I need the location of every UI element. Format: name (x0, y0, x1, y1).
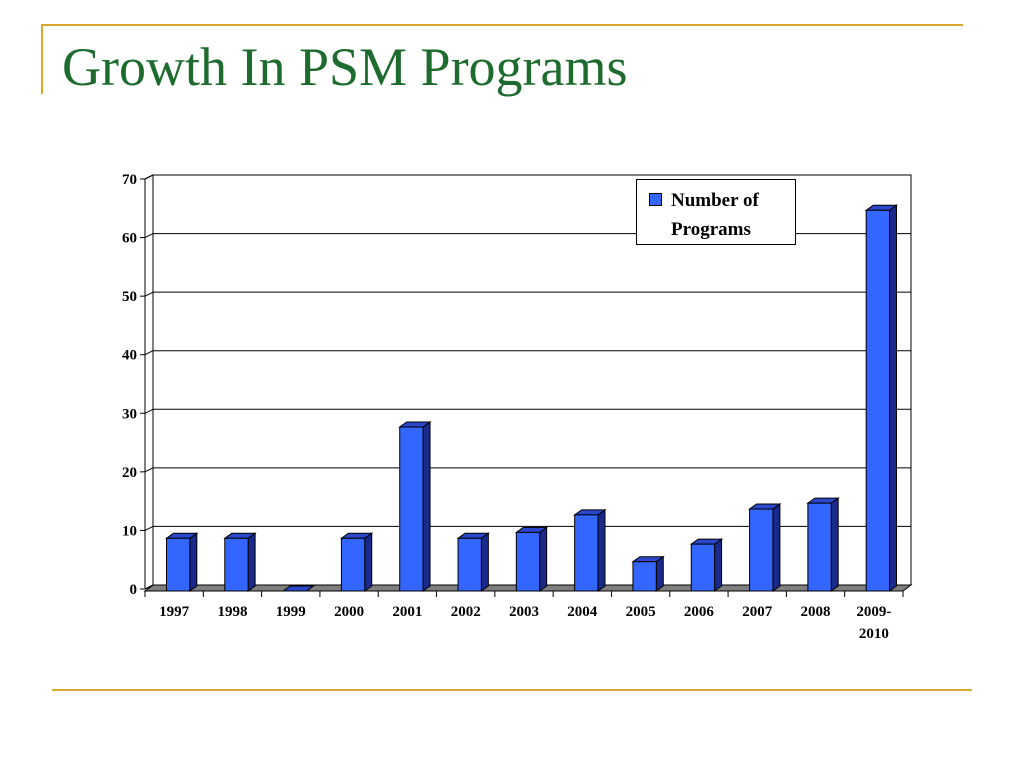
gridline-depth (144, 408, 154, 414)
bar (399, 426, 424, 592)
y-tick-label: 60 (122, 231, 137, 247)
gridline-depth (144, 233, 154, 239)
x-tick-label: 1999 (276, 604, 306, 620)
gridline-depth (144, 350, 154, 356)
bar-side (480, 532, 489, 592)
bar-side (655, 555, 664, 592)
plot-area (152, 174, 912, 586)
x-tick-label: 2005 (626, 604, 656, 620)
bar-side (597, 508, 606, 592)
x-tick-label: 2008 (801, 604, 831, 620)
gridline-depth (144, 291, 154, 297)
left-accent-rule (41, 24, 43, 94)
bar-side (714, 538, 723, 592)
x-tick-label: 2002 (451, 604, 481, 620)
bar-side (422, 421, 431, 592)
bar-side (189, 532, 198, 592)
legend-swatch (649, 193, 662, 206)
bar (340, 537, 366, 592)
bar (632, 561, 657, 592)
x-tick-label: 1998 (217, 604, 247, 620)
bar (690, 543, 716, 592)
x-tick-label: 2004 (567, 604, 598, 620)
y-tick-label: 70 (122, 172, 137, 188)
legend-label: Number of Programs (671, 190, 759, 240)
x-tick-label: 2010 (859, 626, 889, 642)
x-tick-label: 2007 (742, 604, 773, 620)
bar-side (830, 497, 839, 592)
bar-top (281, 585, 315, 592)
y-tick-label: 30 (122, 406, 137, 422)
bar-side (772, 503, 781, 592)
x-tick-label: 1997 (159, 604, 190, 620)
bar-side (889, 204, 898, 592)
x-tick-label: 2003 (509, 604, 539, 620)
slide-title: Growth In PSM Programs (62, 37, 628, 97)
bar (224, 537, 249, 592)
bar (574, 514, 599, 592)
y-tick-label: 50 (122, 289, 137, 305)
x-tick-label: 2001 (392, 604, 422, 620)
bar (515, 531, 541, 592)
top-accent-rule (41, 24, 963, 26)
bar (749, 508, 774, 592)
y-tick-label: 10 (122, 523, 137, 539)
bar (865, 209, 891, 592)
bar (457, 537, 482, 592)
x-tick-label: 2000 (334, 604, 364, 620)
y-tick-label: 0 (130, 582, 138, 598)
x-tick-label: 2009- (856, 604, 891, 620)
bar-side (364, 532, 373, 592)
bar-side (247, 532, 256, 592)
y-axis-top (144, 174, 154, 180)
gridline-depth (144, 525, 154, 531)
bar (165, 537, 191, 592)
gridline-depth (144, 467, 154, 473)
bar-side (539, 526, 548, 592)
bar (807, 502, 832, 592)
y-tick-label: 20 (122, 465, 137, 481)
x-tick-label: 2006 (684, 604, 715, 620)
y-tick-label: 40 (122, 348, 137, 364)
bottom-accent-rule (52, 689, 972, 691)
chart-legend: Number of Programs (636, 179, 796, 245)
